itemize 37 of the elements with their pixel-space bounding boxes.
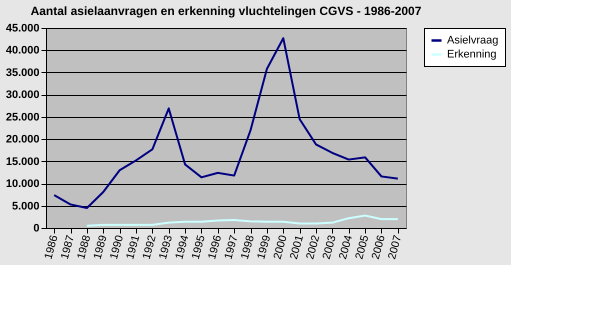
x-tick-label: 1992 xyxy=(140,234,159,261)
y-tick-label: 35.000 xyxy=(6,66,40,79)
line-series xyxy=(86,214,399,227)
x-tick-label: 1988 xyxy=(75,234,94,261)
x-tick-label: 1987 xyxy=(58,234,77,261)
x-tick-label: 1997 xyxy=(222,234,240,261)
x-tick-label: 1990 xyxy=(108,234,126,261)
y-tick-label: 45.000 xyxy=(6,22,40,34)
x-tick-label: 1998 xyxy=(238,234,257,261)
x-tick-label: 1995 xyxy=(190,234,208,261)
x-tick-label: 1996 xyxy=(206,234,224,261)
y-tick-label: 0 xyxy=(33,222,40,234)
x-tick-label: 1986 xyxy=(42,234,60,261)
x-tick-label: 2004 xyxy=(337,234,356,261)
x-tick-label: 2007 xyxy=(386,234,404,261)
y-tick-label: 15.000 xyxy=(6,156,40,168)
x-tick-label: 1989 xyxy=(92,234,110,261)
y-tick-label: 30.000 xyxy=(6,89,40,102)
x-tick-label: 2003 xyxy=(320,234,339,261)
y-tick-label: 5.000 xyxy=(12,200,40,212)
x-tick-label: 1999 xyxy=(255,234,274,261)
chart-title: Aantal asielaanvragen en erkenning vluchtelingen CGVS - 1986-2007 xyxy=(30,4,422,18)
y-tick-label: 40.000 xyxy=(6,44,40,57)
x-tick-label: 2001 xyxy=(288,234,306,261)
x-tick-label: 1991 xyxy=(124,234,142,261)
x-tick-label: 1993 xyxy=(157,234,176,261)
x-tick-label: 2005 xyxy=(353,234,372,261)
x-tick-label: 2000 xyxy=(272,234,290,261)
y-tick-label: 25.000 xyxy=(6,111,40,124)
y-tick-label: 20.000 xyxy=(6,134,40,146)
x-tick-label: 1994 xyxy=(173,234,192,261)
legend-label: Asielvraag xyxy=(447,34,498,46)
line-series xyxy=(53,37,399,209)
x-tick-label: 2006 xyxy=(370,234,388,261)
x-tick-label: 2002 xyxy=(304,234,322,261)
y-tick-label: 10.000 xyxy=(6,178,40,190)
legend-label: Erkenning xyxy=(447,48,497,60)
